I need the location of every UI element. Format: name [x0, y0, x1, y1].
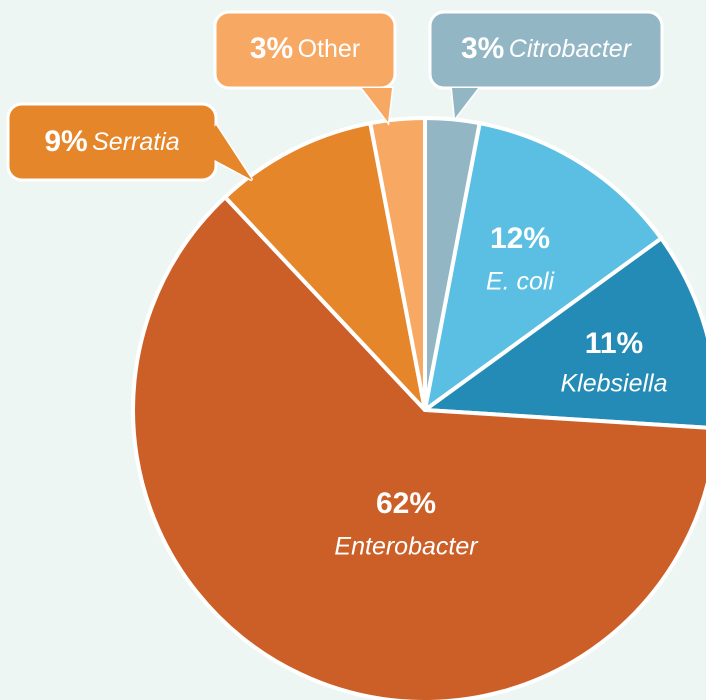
value-label: 11%: [585, 327, 643, 360]
callout-pointer-fill: [362, 88, 392, 122]
callout-box: [428, 10, 664, 90]
category-label: Citrobacter: [509, 35, 633, 63]
pie-slice: [423, 121, 664, 412]
pie-slice: [223, 121, 427, 412]
value-label: 3%: [461, 32, 504, 65]
pie-slice: [423, 236, 706, 430]
callout-label: 3% Other: [250, 32, 360, 65]
category-label: Klebsiella: [560, 370, 667, 398]
category-label: Serratia: [92, 128, 180, 156]
callout-pointer-fill: [196, 125, 252, 180]
value-label: 3%: [250, 32, 293, 65]
callout-pointer-fill: [452, 88, 478, 118]
pie-slice: [131, 195, 706, 700]
category-label: E. coli: [486, 268, 556, 296]
category-label: Enterobacter: [334, 533, 479, 561]
callout-label: 9% Serratia: [44, 125, 179, 158]
value-label: 12%: [490, 222, 550, 255]
callout-label: 3% Citrobacter: [461, 32, 633, 65]
category-label: Other: [298, 35, 361, 63]
callout-box: [213, 10, 397, 90]
value-label: 9%: [44, 125, 87, 158]
value-label: 62%: [376, 487, 436, 520]
pie-slice: [368, 116, 427, 412]
